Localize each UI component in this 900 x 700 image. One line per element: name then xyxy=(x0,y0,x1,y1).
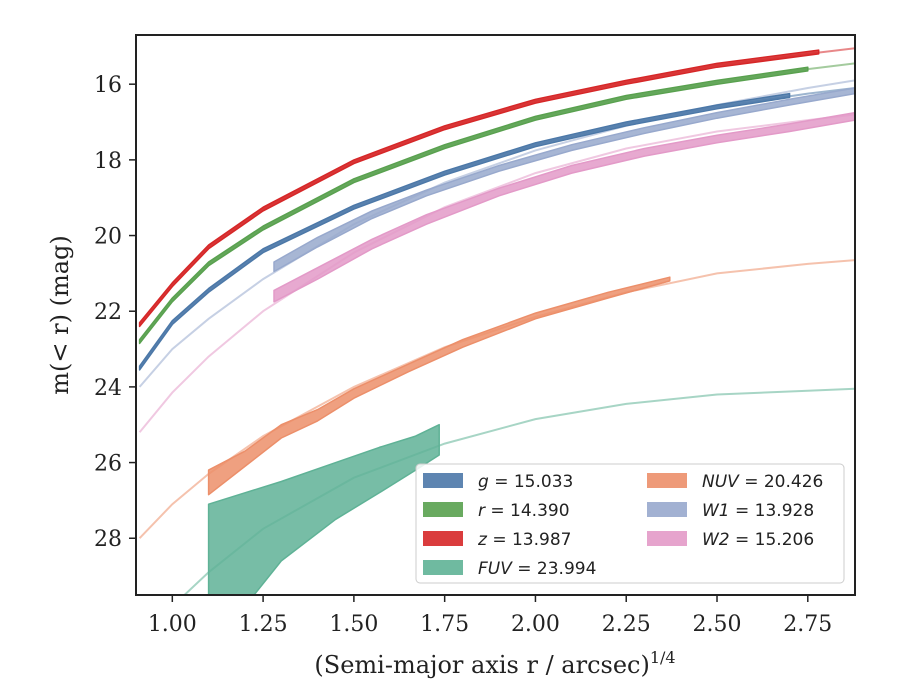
data-layer xyxy=(138,47,855,595)
y-tick-label: 22 xyxy=(94,300,122,325)
x-tick-label: 2.50 xyxy=(693,612,742,637)
x-tick-label: 2.00 xyxy=(511,612,560,637)
x-axis-label-exponent: 1/4 xyxy=(650,648,676,667)
band-nuv xyxy=(207,276,671,496)
x-tick-label: 1.25 xyxy=(239,612,288,637)
band-w1 xyxy=(273,87,855,273)
legend-swatch-w1 xyxy=(647,502,687,517)
legend-label-w1: W1 = 13.928 xyxy=(702,501,814,521)
band-w2 xyxy=(273,111,855,303)
legend-label-r: r = 14.390 xyxy=(478,501,570,521)
x-axis-label: (Semi-major axis r / arcsec)1/4 xyxy=(314,648,675,679)
band-r xyxy=(138,66,809,345)
legend-swatch-fuv xyxy=(423,560,463,575)
y-axis-label: m(< r) (mag) xyxy=(46,235,74,394)
y-axis-ticks: 16 18 20 22 24 26 28 xyxy=(94,73,136,552)
legend-label-w2: W2 = 15.206 xyxy=(702,530,814,550)
legend-label-z: z = 13.987 xyxy=(477,530,571,550)
band-fuv xyxy=(207,423,440,595)
legend-swatch-z xyxy=(423,531,463,546)
legend-label-g: g = 15.033 xyxy=(478,472,573,492)
y-tick-label: 20 xyxy=(94,225,122,250)
legend-frame xyxy=(415,463,845,584)
band-g xyxy=(138,92,791,371)
plot-frame xyxy=(135,34,856,596)
legend-swatch-w2 xyxy=(647,531,687,546)
x-axis-label-main: (Semi-major axis r / arcsec) xyxy=(314,651,649,679)
legend-swatch-nuv xyxy=(647,473,687,488)
x-tick-label: 1.75 xyxy=(420,612,469,637)
x-axis-ticks: 1.00 1.25 1.50 1.75 2.00 2.25 2.50 2.75 xyxy=(148,595,832,637)
y-tick-label: 18 xyxy=(94,149,122,174)
legend-label-nuv: NUV = 20.426 xyxy=(702,472,823,492)
band-z xyxy=(138,49,820,328)
legend-swatch-r xyxy=(423,502,463,517)
legend-swatch-g xyxy=(423,473,463,488)
y-tick-label: 26 xyxy=(94,452,122,477)
x-tick-label: 1.00 xyxy=(148,612,197,637)
legend: g = 15.033 r = 14.390 z = 13.987 FUV = 23.9… xyxy=(415,463,845,584)
x-tick-label: 2.75 xyxy=(783,612,832,637)
model-line-w2 xyxy=(138,113,855,433)
x-tick-label: 1.50 xyxy=(329,612,378,637)
y-tick-label: 16 xyxy=(94,73,122,98)
y-tick-label: 24 xyxy=(94,376,122,401)
legend-label-fuv: FUV = 23.994 xyxy=(478,559,596,579)
model-line-w1 xyxy=(138,79,855,388)
x-tick-label: 2.25 xyxy=(602,612,651,637)
y-tick-label: 28 xyxy=(94,527,122,552)
